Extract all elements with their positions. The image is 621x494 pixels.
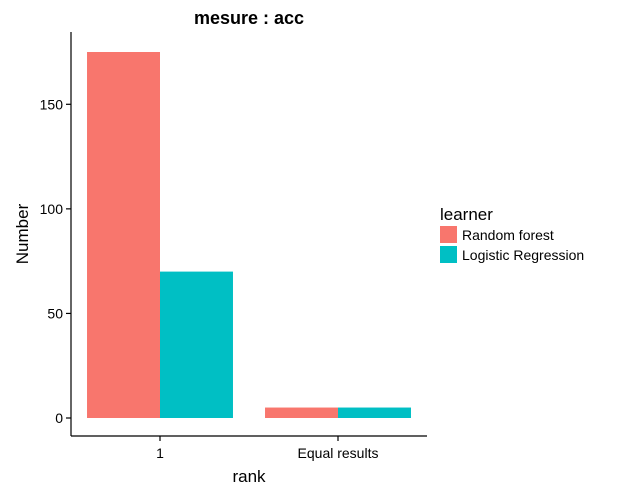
bar-random-forest-1	[87, 52, 160, 418]
x-axis-title: rank	[232, 467, 266, 486]
y-tick-label: 50	[47, 305, 63, 321]
bar-random-forest-equal-results	[265, 407, 338, 418]
legend-swatch-random-forest	[440, 226, 457, 243]
legend: learner Random forest Logistic Regression	[440, 205, 584, 263]
x-tick-label: Equal results	[298, 445, 379, 461]
y-tick-label: 0	[55, 410, 63, 426]
legend-items: Random forest Logistic Regression	[440, 226, 584, 263]
x-ticks-group: 1 Equal results	[156, 436, 378, 461]
legend-title: learner	[440, 205, 493, 224]
legend-label-random-forest: Random forest	[462, 227, 554, 243]
y-tick-label: 100	[40, 201, 64, 217]
chart-title: mesure : acc	[194, 8, 304, 28]
y-tick-label: 150	[40, 96, 64, 112]
bars-group	[87, 52, 411, 418]
legend-label-logistic-regression: Logistic Regression	[462, 247, 584, 263]
x-tick-label: 1	[156, 445, 164, 461]
y-ticks-group: 0 50 100 150	[40, 96, 71, 426]
plot-area: 0 50 100 150 1 Equal results	[40, 32, 427, 461]
y-axis-title: Number	[13, 203, 32, 264]
bar-logistic-regression-1	[160, 271, 233, 418]
bar-logistic-regression-equal-results	[338, 407, 411, 418]
legend-swatch-logistic-regression	[440, 246, 457, 263]
